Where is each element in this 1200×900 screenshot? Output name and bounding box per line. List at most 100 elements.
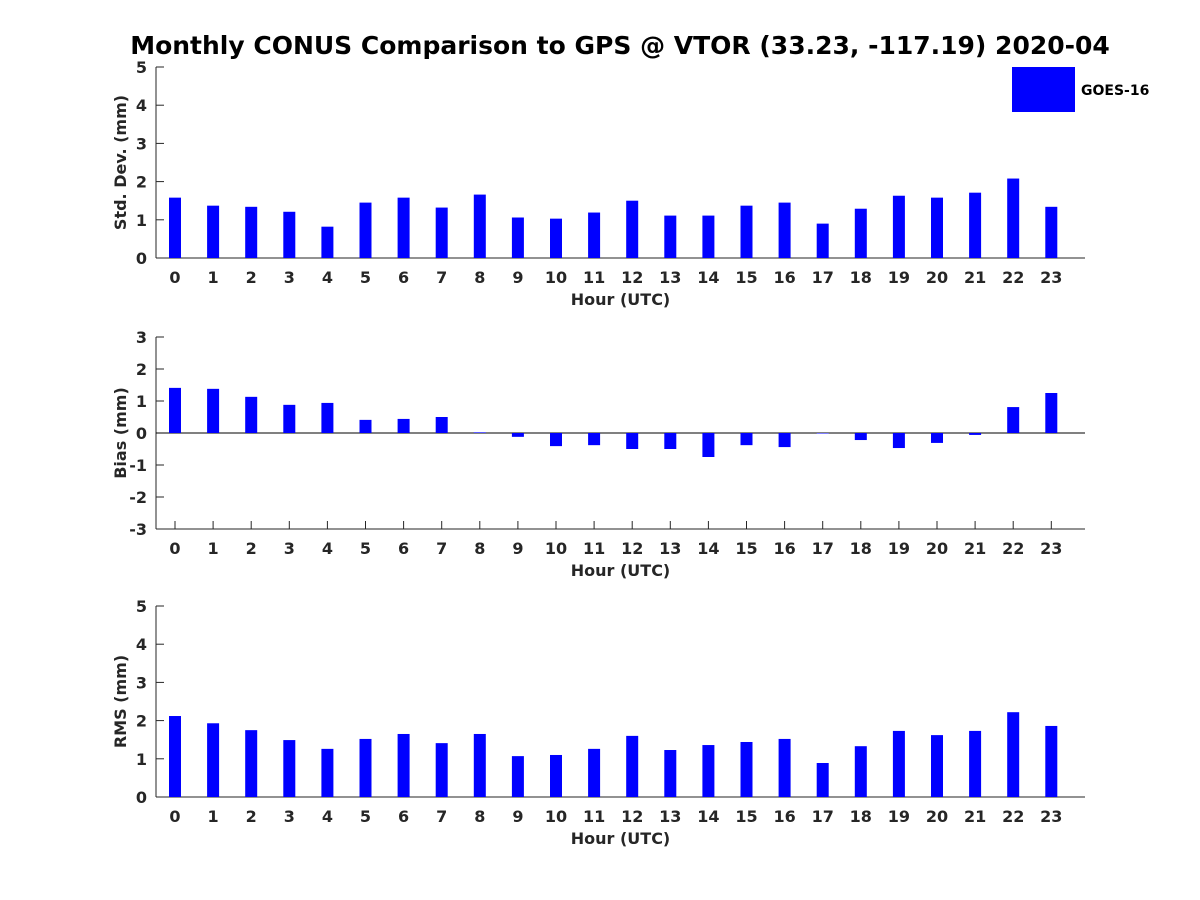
bar	[169, 387, 181, 433]
bar	[359, 738, 372, 797]
bar	[397, 733, 410, 797]
bar	[931, 433, 943, 443]
bar	[169, 716, 181, 797]
x-tick-label: 12	[621, 539, 643, 558]
x-tick-label: 1	[208, 539, 219, 558]
y-tick-label: 5	[136, 58, 147, 77]
bar	[511, 433, 524, 437]
x-tick-label: 22	[1002, 807, 1024, 826]
x-tick-label: 2	[246, 539, 257, 558]
bar	[207, 205, 220, 258]
x-tick-label: 22	[1002, 539, 1024, 558]
bar	[740, 205, 753, 258]
x-tick-label: 23	[1040, 539, 1062, 558]
x-tick-label: 12	[621, 807, 643, 826]
y-tick-label: 2	[136, 712, 147, 731]
x-tick-label: 6	[398, 539, 409, 558]
x-tick-label: 23	[1040, 268, 1062, 287]
legend-label: GOES-16	[1081, 83, 1149, 99]
x-tick-label: 9	[512, 539, 523, 558]
x-tick-label: 7	[436, 268, 447, 287]
bar	[588, 433, 601, 446]
y-tick-label: 0	[136, 424, 147, 443]
bar	[359, 419, 372, 433]
bar	[511, 217, 524, 258]
bar	[1045, 725, 1058, 797]
x-tick-label: 19	[888, 268, 910, 287]
x-tick-label: 10	[545, 539, 567, 558]
x-tick-label: 0	[169, 268, 180, 287]
bar	[473, 733, 486, 797]
bar	[321, 226, 334, 258]
bar	[588, 748, 601, 797]
bar	[1007, 712, 1020, 797]
bar	[778, 433, 791, 448]
x-tick-label: 13	[659, 539, 681, 558]
y-tick-label: 4	[136, 96, 147, 115]
bar	[626, 200, 639, 258]
bar	[931, 197, 943, 258]
bar	[283, 404, 296, 433]
x-tick-label: 11	[583, 539, 605, 558]
x-tick-label: 15	[735, 539, 757, 558]
x-tick-label: 5	[360, 268, 371, 287]
bar	[207, 723, 220, 797]
y-tick-label: 0	[136, 249, 147, 268]
x-tick-label: 17	[812, 539, 834, 558]
x-tick-label: 13	[659, 807, 681, 826]
bar	[778, 738, 791, 797]
bar	[969, 730, 982, 797]
x-tick-label: 14	[697, 807, 719, 826]
y-tick-label: -3	[129, 520, 147, 539]
bar	[626, 735, 639, 797]
x-tick-label: 20	[926, 539, 948, 558]
bar	[550, 433, 562, 447]
x-tick-label: 19	[888, 539, 910, 558]
bar	[854, 746, 867, 797]
y-axis-label: Std. Dev. (mm)	[111, 95, 130, 230]
x-tick-label: 13	[659, 268, 681, 287]
x-tick-label: 7	[436, 539, 447, 558]
x-tick-label: 14	[697, 539, 719, 558]
bar	[1045, 393, 1058, 433]
x-tick-label: 18	[850, 807, 872, 826]
x-tick-label: 15	[735, 268, 757, 287]
x-tick-label: 9	[512, 268, 523, 287]
bar	[169, 197, 181, 258]
x-tick-label: 19	[888, 807, 910, 826]
bar	[473, 194, 486, 258]
bar	[702, 215, 715, 258]
bar	[435, 417, 448, 433]
y-tick-label: 1	[136, 392, 147, 411]
x-tick-label: 4	[322, 539, 333, 558]
x-tick-label: 0	[169, 539, 180, 558]
bar	[397, 197, 410, 258]
bar	[969, 433, 982, 435]
x-tick-label: 17	[812, 807, 834, 826]
x-tick-label: 21	[964, 268, 986, 287]
x-tick-label: 8	[474, 539, 485, 558]
y-tick-label: -2	[129, 488, 147, 507]
y-tick-label: 2	[136, 173, 147, 192]
x-tick-label: 11	[583, 807, 605, 826]
y-tick-label: 1	[136, 211, 147, 230]
y-tick-label: 0	[136, 788, 147, 807]
bar	[550, 754, 562, 797]
bar	[245, 396, 258, 433]
y-tick-label: 3	[136, 673, 147, 692]
x-axis-label: Hour (UTC)	[571, 829, 671, 848]
x-tick-label: 3	[284, 539, 295, 558]
bar	[664, 215, 677, 258]
y-axis-label: RMS (mm)	[111, 655, 130, 748]
bar	[816, 433, 829, 434]
x-tick-label: 16	[773, 807, 795, 826]
x-tick-label: 10	[545, 807, 567, 826]
bar	[321, 748, 334, 797]
bar	[702, 745, 715, 797]
bar	[473, 432, 486, 433]
bar	[664, 433, 677, 449]
bar	[892, 433, 905, 449]
